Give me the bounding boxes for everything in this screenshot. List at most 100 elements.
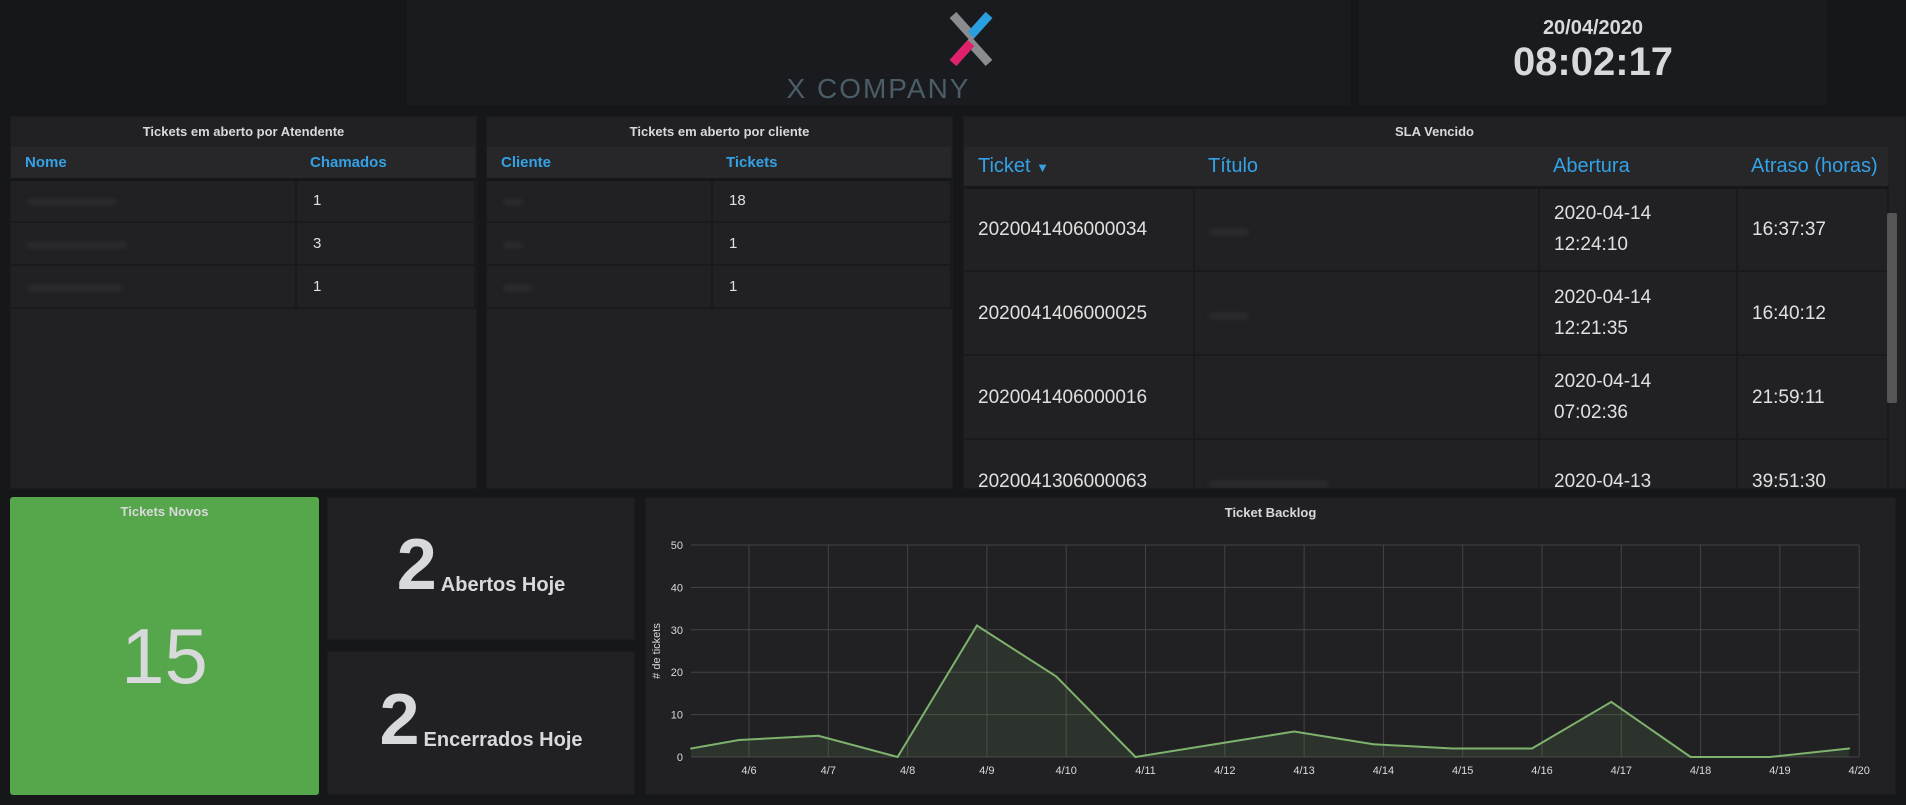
table-row: 1: [11, 265, 476, 309]
abertos-hoje-panel: 2 Abertos Hoje: [327, 497, 635, 640]
tickets-novos-panel: Tickets Novos 15: [10, 497, 319, 795]
cliente-table: Cliente Tickets 18 1 1: [487, 147, 952, 309]
data-point-4/16: [1531, 747, 1533, 750]
backlog-chart: 0 10 20 30 40 50 4/6 4/7 4/8 4/9 4/10 4/11 4/12 4/13 4…: [651, 540, 1870, 777]
ticket-cell: 2020041406000025: [964, 271, 1195, 356]
data-point-4/6: [738, 739, 740, 742]
redacted-title: [1209, 228, 1249, 235]
atraso-cell: 39:51:30: [1737, 439, 1889, 488]
count-cell: 1: [296, 265, 476, 309]
table-row: 18: [487, 179, 952, 223]
cliente-panel: Tickets em aberto por cliente Cliente Tic…: [486, 116, 953, 489]
data-point-4/19: [1768, 756, 1771, 758]
y-tick-label: 30: [671, 625, 683, 637]
y-tick-label: 50: [671, 540, 683, 552]
atendente-panel: Tickets em aberto por Atendente Nome Cham…: [10, 116, 477, 489]
table-row: 1: [487, 222, 952, 266]
redacted-name: [503, 285, 533, 291]
y-tick-label: 10: [671, 710, 683, 722]
data-point-4/7: [817, 734, 820, 737]
chart-title: Ticket Backlog: [1224, 505, 1317, 520]
y-tick-label: 0: [677, 752, 683, 764]
data-point-4/11: [1134, 756, 1137, 758]
company-name: X COMPANY: [786, 73, 971, 104]
encerrados-hoje-value: 2: [379, 680, 420, 760]
count-cell: 1: [712, 265, 952, 309]
x-tick-label: 4/16: [1531, 765, 1552, 777]
data-point-4/9: [975, 624, 978, 627]
x-tick-label: 4/7: [821, 765, 836, 777]
data-point-4/17: [1610, 700, 1613, 703]
col-chamados[interactable]: Chamados: [296, 147, 475, 181]
col-cliente[interactable]: Cliente: [487, 147, 712, 181]
col-abertura[interactable]: Abertura: [1539, 147, 1737, 189]
atendente-table: Nome Chamados 1 3 1: [11, 147, 476, 309]
data-point-4/10: [1055, 675, 1058, 678]
y-axis-label: # de tickets: [651, 623, 663, 679]
caret-down-icon: ▼: [1036, 159, 1050, 175]
redacted-name: [27, 285, 122, 291]
data-point-4/5: [690, 747, 692, 750]
clock-panel: 20/04/2020 08:02:17: [1359, 0, 1827, 105]
x-tick-label: 4/8: [900, 765, 915, 777]
x-tick-label: 4/10: [1055, 765, 1076, 777]
table-row: 2020041406000034 2020-04-14 12:24:10 16:37:…: [964, 187, 1889, 272]
ticket-cell: 2020041406000034: [964, 187, 1195, 272]
redacted-name: [27, 242, 127, 248]
x-tick-label: 4/12: [1214, 765, 1235, 777]
scrollbar[interactable]: [1887, 213, 1897, 403]
count-cell: 1: [296, 179, 476, 223]
x-tick-label: 4/20: [1848, 765, 1869, 777]
series-area: [691, 625, 1850, 757]
data-point-4/14: [1372, 743, 1375, 746]
tickets-novos-value: 15: [121, 612, 208, 700]
x-tick-label: 4/18: [1690, 765, 1711, 777]
x-tick-label: 4/15: [1452, 765, 1473, 777]
panel-title: Tickets Novos: [120, 504, 209, 519]
atraso-cell: 16:40:12: [1737, 271, 1889, 356]
redacted-title: [1209, 480, 1329, 487]
abertura-cell: 2020-04-13: [1539, 439, 1738, 488]
col-ticket[interactable]: Ticket ▼: [964, 147, 1194, 189]
x-company-logo: [949, 11, 993, 67]
data-point-4/18: [1689, 756, 1692, 758]
abertura-cell: 2020-04-14 12:21:35: [1539, 271, 1738, 356]
x-tick-label: 4/13: [1293, 765, 1314, 777]
ticket-backlog-panel: Ticket Backlog 0 10 20 30 40 50 4/6 4/7 4/8 4/9 4/…: [645, 497, 1896, 795]
panel-title: Tickets em aberto por cliente: [629, 124, 810, 139]
col-tickets[interactable]: Tickets: [712, 147, 951, 181]
redacted-name: [27, 199, 117, 206]
data-point-4/15: [1451, 747, 1454, 750]
col-atraso[interactable]: Atraso (horas): [1737, 147, 1888, 189]
abertos-hoje-label: Abertos Hoje: [440, 574, 566, 596]
x-tick-label: 4/19: [1769, 765, 1790, 777]
sla-table: Ticket ▼ Título Abertura Atraso (horas) …: [964, 147, 1889, 488]
count-cell: 1: [712, 222, 952, 266]
table-row: 1: [11, 179, 476, 223]
panel-title: SLA Vencido: [1395, 124, 1474, 139]
ticket-cell: 2020041406000016: [964, 355, 1195, 440]
abertos-hoje-value: 2: [396, 525, 437, 605]
col-titulo[interactable]: Título: [1194, 147, 1539, 189]
encerrados-hoje-label: Encerrados Hoje: [423, 729, 583, 751]
ticket-cell: 2020041306000063: [964, 439, 1195, 488]
redacted-name: [503, 242, 523, 248]
redacted-name: [503, 199, 523, 206]
data-point-4/20: [1848, 747, 1851, 750]
clock-time: 08:02:17: [1512, 40, 1674, 84]
table-row: 2020041406000016 2020-04-14 07:02:36 21:59:…: [964, 355, 1889, 440]
count-cell: 3: [296, 222, 476, 266]
y-tick-label: 20: [671, 667, 683, 679]
col-nome[interactable]: Nome: [11, 147, 296, 181]
clock-date: 20/04/2020: [1542, 17, 1644, 39]
x-tick-label: 4/11: [1135, 765, 1156, 777]
data-point-4/13: [1293, 730, 1296, 733]
table-row: 2020041406000025 2020-04-14 12:21:35 16:40:…: [964, 271, 1889, 356]
abertura-cell: 2020-04-14 12:24:10: [1539, 187, 1738, 272]
abertura-cell: 2020-04-14 07:02:36: [1539, 355, 1738, 440]
x-tick-label: 4/17: [1611, 765, 1632, 777]
redacted-title: [1209, 312, 1249, 319]
table-row: 3: [11, 222, 476, 266]
series-line: [691, 624, 1850, 759]
y-tick-label: 40: [671, 582, 683, 594]
